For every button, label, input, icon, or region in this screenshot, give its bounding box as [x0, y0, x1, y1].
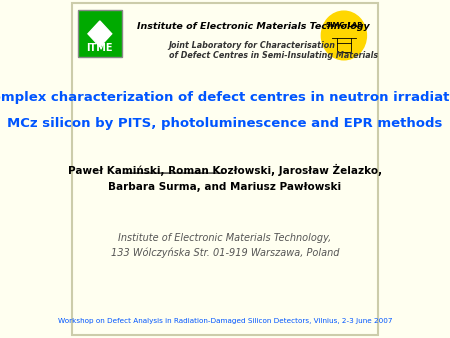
Text: Institute of Electronic Materials Technology: Institute of Electronic Materials Techno… [137, 22, 370, 31]
Text: MCz silicon by PITS, photoluminescence and EPR methods: MCz silicon by PITS, photoluminescence a… [7, 117, 443, 129]
Text: Workshop on Defect Analysis in Radiation-Damaged Silicon Detectors, Vilnius, 2-3: Workshop on Defect Analysis in Radiation… [58, 318, 392, 324]
Polygon shape [88, 21, 112, 47]
Text: Paweł Kamiński, Roman Kozłowski, Jarosław Żelazko,: Paweł Kamiński, Roman Kozłowski, Jarosła… [68, 164, 382, 176]
Text: Institute of Electronic Materials Technology,: Institute of Electronic Materials Techno… [118, 233, 332, 243]
Text: SIMC-LAB: SIMC-LAB [325, 22, 363, 28]
Text: of Defect Centres in Semi-Insulating Materials: of Defect Centres in Semi-Insulating Mat… [169, 51, 378, 61]
Text: Barbara Surma, and Mariusz Pawłowski: Barbara Surma, and Mariusz Pawłowski [108, 182, 342, 192]
Text: Joint Laboratory for Characterisation: Joint Laboratory for Characterisation [169, 41, 336, 50]
Text: 133 Wólczyńska Str. 01-919 Warszawa, Poland: 133 Wólczyńska Str. 01-919 Warszawa, Pol… [111, 248, 339, 258]
FancyBboxPatch shape [72, 3, 378, 335]
Text: Complex characterization of defect centres in neutron irradiated: Complex characterization of defect centr… [0, 91, 450, 104]
Circle shape [321, 11, 366, 60]
FancyBboxPatch shape [78, 10, 122, 57]
Text: ITME: ITME [86, 43, 113, 53]
